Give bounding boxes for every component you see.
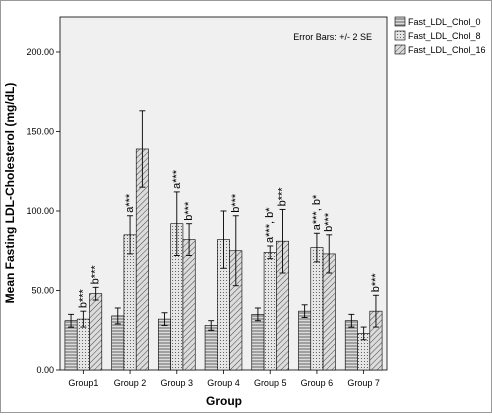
x-axis-title: Group bbox=[206, 394, 242, 408]
error-bar bbox=[254, 307, 261, 322]
legend-swatch bbox=[394, 44, 406, 55]
x-tick-label: Group 7 bbox=[347, 378, 380, 388]
legend-swatch bbox=[394, 30, 406, 41]
y-tick-label: 0.00 bbox=[36, 365, 54, 375]
error-bar bbox=[127, 215, 134, 255]
significance-label: b*** bbox=[370, 273, 382, 293]
error-bar bbox=[173, 191, 180, 256]
bar bbox=[310, 247, 324, 371]
bar bbox=[251, 314, 265, 371]
error-bar bbox=[267, 245, 274, 260]
error-bar bbox=[208, 320, 215, 331]
error-bar bbox=[186, 223, 193, 256]
significance-label: b*** bbox=[277, 187, 289, 207]
bar bbox=[123, 234, 137, 371]
bar bbox=[64, 320, 78, 371]
x-tick-label: Group 6 bbox=[301, 378, 334, 388]
x-tick-label: Group 3 bbox=[161, 378, 194, 388]
error-bar bbox=[326, 234, 333, 274]
legend-label: Fast_LDL_Chol_0 bbox=[408, 17, 481, 27]
error-bar bbox=[232, 215, 239, 287]
bar bbox=[344, 320, 358, 371]
error-bar-note: Error Bars: +/- 2 SE bbox=[293, 32, 372, 42]
x-tick-label: Group 5 bbox=[254, 378, 287, 388]
y-tick-label: 50.00 bbox=[31, 285, 54, 295]
bar bbox=[89, 293, 103, 371]
significance-label: a*** bbox=[171, 169, 183, 189]
error-bar bbox=[301, 304, 308, 318]
y-axis-title: Mean Fasting LDL-Cholesterol (mg/dL) bbox=[3, 83, 17, 304]
legend-label: Fast_LDL_Chol_8 bbox=[408, 31, 481, 41]
significance-label: a*** bbox=[124, 193, 136, 213]
legend-swatch bbox=[394, 16, 406, 27]
bar bbox=[204, 325, 218, 371]
error-bar bbox=[139, 110, 146, 188]
x-tick-label: Group1 bbox=[68, 378, 98, 388]
error-bar bbox=[68, 313, 75, 328]
significance-label: a***, b* bbox=[311, 194, 323, 230]
error-bar bbox=[279, 208, 286, 274]
error-bar bbox=[80, 310, 87, 328]
error-bar bbox=[360, 326, 367, 341]
error-bar bbox=[161, 312, 168, 326]
error-bar bbox=[220, 210, 227, 269]
y-tick-label: 200.00 bbox=[26, 47, 54, 57]
y-tick-label: 100.00 bbox=[26, 206, 54, 216]
legend-label: Fast_LDL_Chol_16 bbox=[408, 45, 486, 55]
error-bar bbox=[348, 313, 355, 328]
x-tick-label: Group 2 bbox=[114, 378, 147, 388]
error-bar bbox=[92, 286, 99, 301]
significance-label: a***, b* bbox=[264, 207, 276, 243]
bar bbox=[298, 310, 312, 371]
error-bar bbox=[313, 232, 320, 263]
significance-label: b*** bbox=[323, 212, 335, 232]
error-bar bbox=[114, 307, 121, 325]
y-tick-label: 150.00 bbox=[26, 126, 54, 136]
error-bar bbox=[372, 294, 379, 328]
bar bbox=[263, 252, 277, 371]
significance-label: b*** bbox=[183, 201, 195, 221]
significance-label: b*** bbox=[77, 288, 89, 308]
significance-label: b*** bbox=[90, 265, 102, 285]
significance-label: b*** bbox=[230, 193, 242, 213]
bar bbox=[158, 318, 171, 371]
x-tick-label: Group 4 bbox=[207, 378, 240, 388]
bar bbox=[182, 239, 196, 371]
